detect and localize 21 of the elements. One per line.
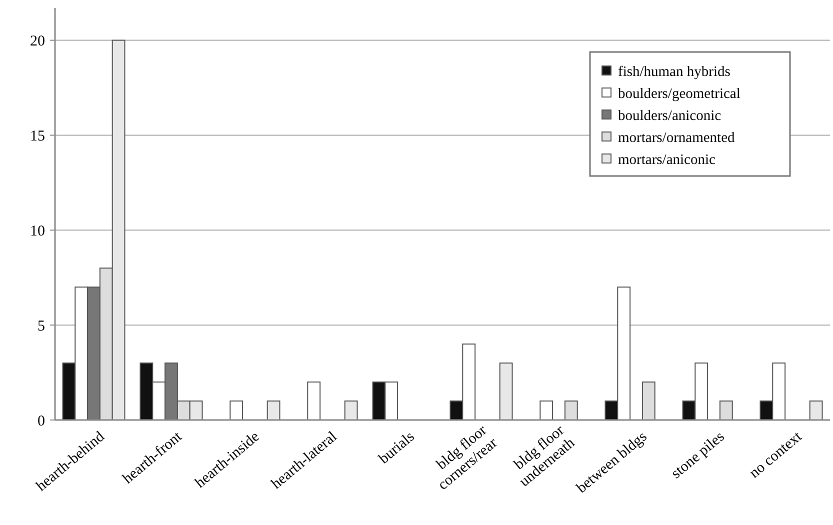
bar bbox=[344, 400, 358, 420]
legend-label: mortars/ornamented bbox=[618, 130, 736, 146]
bar bbox=[809, 400, 823, 420]
bar bbox=[266, 400, 280, 420]
y-tick-label: 0 bbox=[38, 413, 45, 430]
legend-label: boulders/aniconic bbox=[618, 108, 722, 124]
legend-label: boulders/geometrical bbox=[618, 86, 740, 102]
bar bbox=[564, 400, 578, 420]
bar bbox=[540, 400, 554, 420]
y-tick-label: 10 bbox=[30, 223, 45, 240]
bar bbox=[719, 400, 733, 420]
x-tick-label: stone piles bbox=[668, 428, 728, 482]
bar bbox=[499, 362, 513, 420]
legend-label: mortars/aniconic bbox=[618, 152, 716, 168]
y-tick-label: 5 bbox=[38, 318, 45, 334]
legend-label: fish/human hybrids bbox=[618, 64, 731, 80]
bar bbox=[307, 382, 321, 420]
y-tick-label: 15 bbox=[30, 128, 45, 144]
y-tick-label: 20 bbox=[30, 34, 45, 50]
bar bbox=[642, 382, 656, 420]
bar bbox=[230, 400, 244, 420]
